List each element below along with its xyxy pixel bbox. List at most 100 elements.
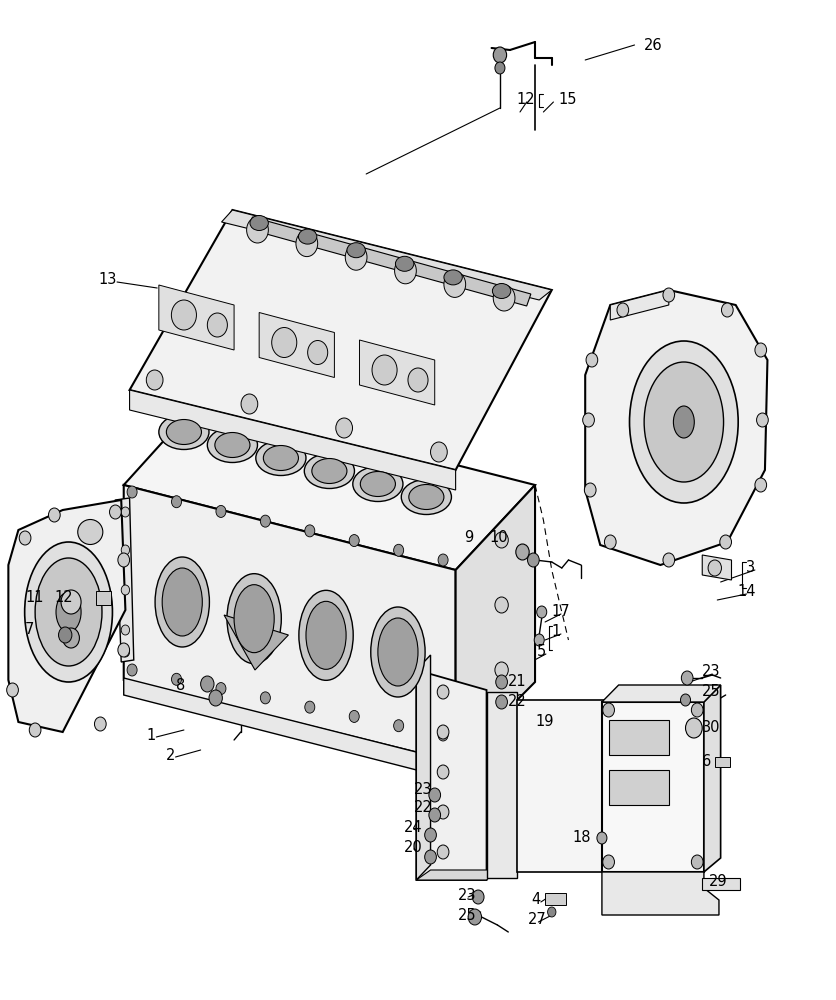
Text: 30: 30: [702, 720, 721, 736]
Ellipse shape: [395, 256, 414, 271]
Ellipse shape: [162, 568, 202, 636]
Bar: [609, 720, 669, 755]
Circle shape: [528, 553, 539, 567]
Circle shape: [444, 271, 466, 297]
Ellipse shape: [234, 585, 274, 653]
Polygon shape: [602, 872, 719, 915]
Ellipse shape: [353, 466, 403, 502]
Circle shape: [534, 634, 544, 646]
Polygon shape: [115, 498, 134, 662]
Circle shape: [408, 368, 428, 392]
Polygon shape: [585, 290, 767, 565]
Polygon shape: [602, 685, 721, 702]
Circle shape: [127, 486, 137, 498]
Bar: [609, 770, 669, 805]
Circle shape: [216, 505, 226, 517]
Polygon shape: [359, 340, 435, 405]
Text: 19: 19: [535, 714, 553, 730]
Circle shape: [201, 676, 214, 692]
Text: 23: 23: [414, 782, 432, 798]
Circle shape: [537, 606, 547, 618]
Ellipse shape: [306, 601, 346, 669]
Circle shape: [127, 664, 137, 676]
Ellipse shape: [312, 458, 347, 484]
Ellipse shape: [207, 428, 257, 462]
Polygon shape: [517, 700, 635, 872]
Circle shape: [296, 231, 318, 257]
Circle shape: [691, 855, 703, 869]
Circle shape: [493, 47, 507, 63]
Polygon shape: [610, 290, 669, 320]
Circle shape: [209, 690, 222, 706]
Circle shape: [755, 343, 767, 357]
Text: 5: 5: [537, 645, 546, 660]
Text: 1: 1: [146, 728, 155, 742]
Circle shape: [429, 788, 441, 802]
Text: 14: 14: [737, 584, 756, 599]
Ellipse shape: [409, 485, 444, 510]
Circle shape: [721, 303, 733, 317]
Circle shape: [19, 531, 31, 545]
Circle shape: [431, 442, 447, 462]
Circle shape: [493, 285, 515, 311]
Text: 8: 8: [176, 678, 185, 692]
Circle shape: [686, 718, 702, 738]
Ellipse shape: [370, 607, 425, 697]
Text: 15: 15: [558, 93, 577, 107]
Polygon shape: [124, 678, 456, 780]
Circle shape: [308, 340, 328, 364]
Circle shape: [437, 725, 449, 739]
Circle shape: [171, 673, 181, 685]
Polygon shape: [487, 692, 517, 878]
Polygon shape: [124, 485, 456, 762]
Circle shape: [394, 720, 404, 732]
Ellipse shape: [444, 270, 462, 285]
Ellipse shape: [78, 520, 103, 544]
Circle shape: [496, 695, 507, 709]
Ellipse shape: [378, 618, 418, 686]
Bar: [715, 757, 730, 767]
Text: 4: 4: [531, 892, 540, 908]
Polygon shape: [704, 685, 721, 872]
Circle shape: [438, 554, 448, 566]
Ellipse shape: [299, 590, 354, 680]
Text: 13: 13: [99, 272, 117, 288]
Text: 6: 6: [702, 754, 711, 770]
Circle shape: [755, 478, 767, 492]
Polygon shape: [130, 210, 552, 470]
Circle shape: [437, 765, 449, 779]
Ellipse shape: [298, 229, 317, 244]
Circle shape: [663, 553, 675, 567]
Circle shape: [597, 832, 607, 844]
Circle shape: [247, 217, 268, 243]
Polygon shape: [224, 615, 288, 670]
Text: 10: 10: [489, 530, 507, 546]
Circle shape: [216, 683, 226, 695]
Text: 1: 1: [552, 624, 561, 640]
Ellipse shape: [630, 341, 738, 503]
Text: 25: 25: [702, 684, 721, 700]
Circle shape: [121, 507, 130, 517]
Circle shape: [586, 353, 598, 367]
Circle shape: [495, 62, 505, 74]
Ellipse shape: [155, 557, 209, 647]
Circle shape: [395, 258, 416, 284]
Circle shape: [495, 532, 508, 548]
Circle shape: [472, 890, 484, 904]
Ellipse shape: [360, 472, 395, 496]
Ellipse shape: [304, 454, 354, 488]
Ellipse shape: [347, 243, 365, 258]
Ellipse shape: [673, 406, 694, 438]
Text: 3: 3: [746, 560, 755, 576]
Circle shape: [617, 303, 629, 317]
Text: 7: 7: [25, 622, 34, 638]
Polygon shape: [456, 485, 535, 762]
Text: 12: 12: [54, 590, 73, 605]
Text: 18: 18: [573, 830, 591, 846]
Circle shape: [495, 597, 508, 613]
Circle shape: [29, 723, 41, 737]
Text: 29: 29: [709, 874, 727, 890]
Bar: [545, 893, 566, 905]
Circle shape: [59, 627, 72, 643]
Circle shape: [305, 701, 315, 713]
